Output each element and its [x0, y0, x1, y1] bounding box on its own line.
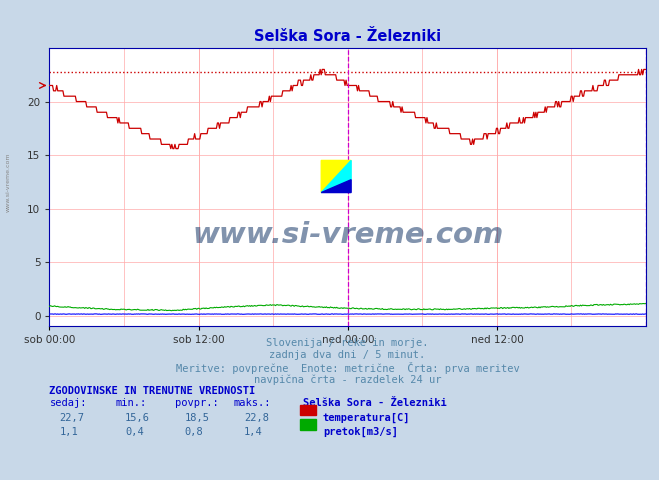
Text: ZGODOVINSKE IN TRENUTNE VREDNOSTI: ZGODOVINSKE IN TRENUTNE VREDNOSTI: [49, 386, 256, 396]
Text: 18,5: 18,5: [185, 413, 210, 423]
Text: min.:: min.:: [115, 398, 146, 408]
Title: Selška Sora - Železniki: Selška Sora - Železniki: [254, 29, 441, 44]
Text: pretok[m3/s]: pretok[m3/s]: [323, 427, 398, 437]
Text: maks.:: maks.:: [234, 398, 272, 408]
Text: 1,1: 1,1: [59, 427, 78, 437]
Text: sedaj:: sedaj:: [49, 398, 87, 408]
Text: 0,4: 0,4: [125, 427, 144, 437]
Text: povpr.:: povpr.:: [175, 398, 218, 408]
Text: 0,8: 0,8: [185, 427, 203, 437]
Text: 22,8: 22,8: [244, 413, 269, 423]
Text: www.si-vreme.com: www.si-vreme.com: [5, 153, 11, 212]
Text: 1,4: 1,4: [244, 427, 262, 437]
Polygon shape: [321, 180, 351, 192]
Polygon shape: [321, 160, 351, 192]
Text: 15,6: 15,6: [125, 413, 150, 423]
Text: temperatura[C]: temperatura[C]: [323, 413, 411, 423]
Text: 22,7: 22,7: [59, 413, 84, 423]
Text: Selška Sora - Železniki: Selška Sora - Železniki: [303, 398, 447, 408]
Text: zadnja dva dni / 5 minut.: zadnja dva dni / 5 minut.: [270, 350, 426, 360]
Text: Slovenija / reke in morje.: Slovenija / reke in morje.: [266, 338, 429, 348]
Text: Meritve: povprečne  Enote: metrične  Črta: prva meritev: Meritve: povprečne Enote: metrične Črta:…: [176, 362, 519, 374]
Polygon shape: [321, 160, 351, 192]
Text: navpična črta - razdelek 24 ur: navpična črta - razdelek 24 ur: [254, 374, 442, 385]
Text: www.si-vreme.com: www.si-vreme.com: [192, 221, 504, 250]
